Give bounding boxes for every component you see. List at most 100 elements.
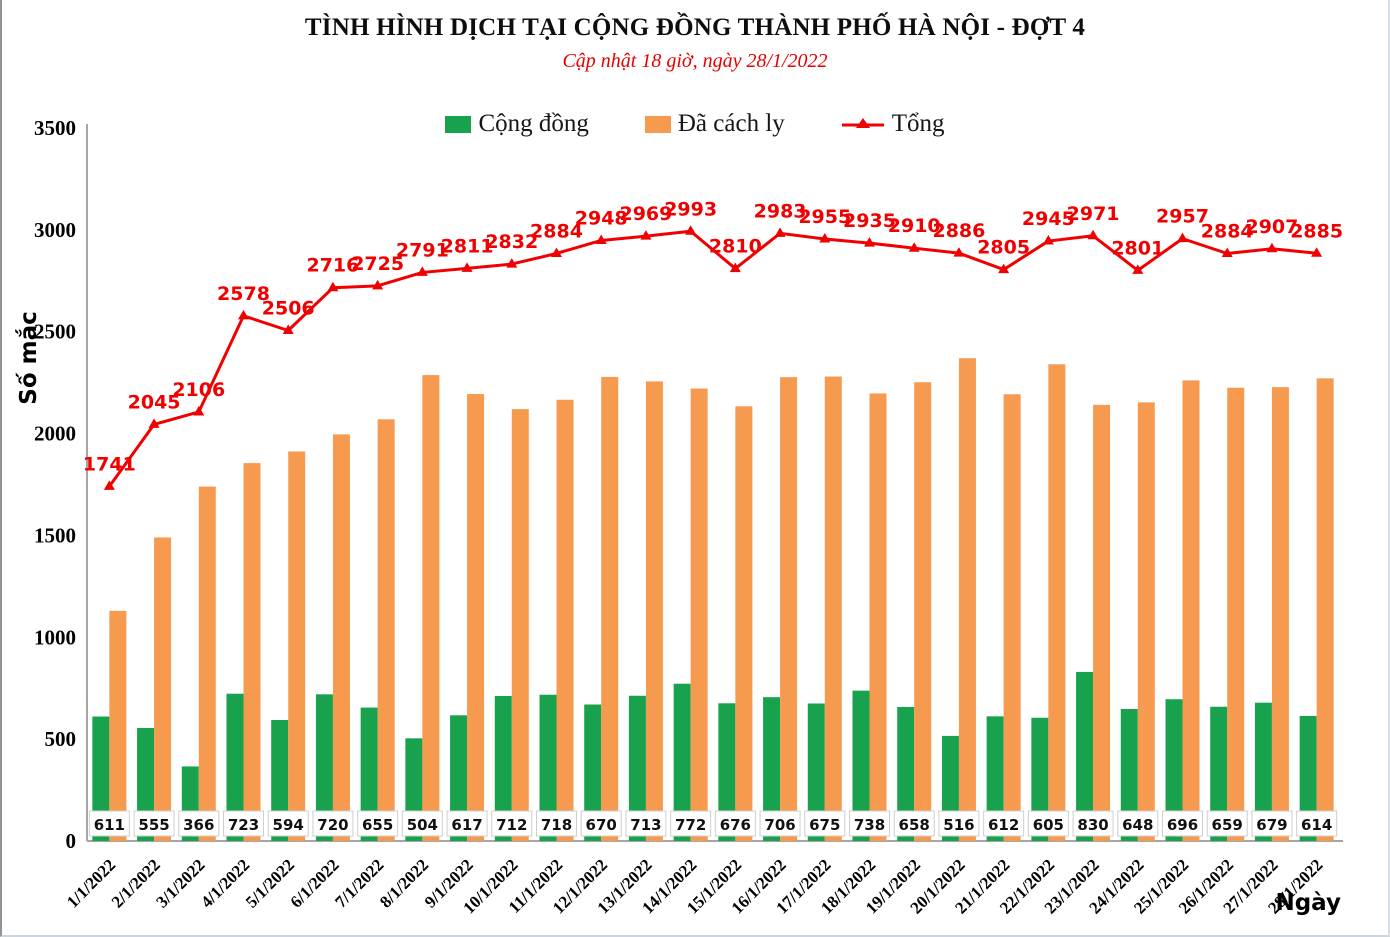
bar-value-box <box>357 810 399 837</box>
legend-item-cong-dong: Cộng đồng <box>445 110 589 138</box>
x-axis-title: Ngày <box>1275 890 1341 916</box>
bar-value-box <box>1027 810 1069 837</box>
orange-bar-8/1/2022 <box>422 375 440 841</box>
bar-value-label: 676 <box>720 816 751 834</box>
green-bar-19/1/2022 <box>897 706 915 841</box>
total-value-label: 2886 <box>932 220 985 242</box>
orange-square-icon <box>644 115 671 133</box>
total-value-label: 2805 <box>977 237 1030 259</box>
total-value-label: 2971 <box>1067 203 1120 225</box>
bar-value-label: 655 <box>362 816 393 834</box>
total-value-label: 2884 <box>1201 220 1254 242</box>
bar-value-label: 830 <box>1077 816 1108 834</box>
total-marker <box>551 247 562 257</box>
total-marker <box>1087 229 1099 240</box>
green-bar-21/1/2022 <box>986 716 1004 841</box>
total-value-label: 2801 <box>1111 237 1164 259</box>
bar-value-box <box>893 810 935 837</box>
bar-value-box <box>401 810 443 837</box>
total-value-label: 2811 <box>441 235 494 257</box>
green-bar-6/1/2022 <box>315 694 333 841</box>
bar-value-box <box>312 810 354 837</box>
total-marker <box>774 227 786 237</box>
bar-value-label: 658 <box>899 816 930 834</box>
red-line-triangle-icon <box>841 118 884 128</box>
orange-bar-7/1/2022 <box>377 419 395 841</box>
bar-value-label: 679 <box>1256 816 1287 834</box>
orange-bar-14/1/2022 <box>690 388 708 841</box>
bar-value-box <box>491 810 533 837</box>
bar-value-label: 611 <box>94 816 125 834</box>
legend-label-tong: Tổng <box>891 110 945 137</box>
total-marker <box>685 225 697 235</box>
total-value-label: 2945 <box>1022 208 1075 230</box>
orange-bar-25/1/2022 <box>1182 380 1200 841</box>
y-tick-label: 3000 <box>34 218 76 242</box>
bar-value-box <box>1117 810 1159 837</box>
bar-value-label: 723 <box>228 816 259 834</box>
chart-subtitle: Cập nhật 18 giờ, ngày 28/1/2022 <box>562 50 828 72</box>
total-value-label: 2810 <box>709 236 762 258</box>
total-value-label: 2969 <box>619 203 672 225</box>
total-marker <box>148 418 160 428</box>
bar-value-box <box>625 810 667 837</box>
bar-value-label: 659 <box>1212 816 1243 834</box>
bar-value-box <box>714 810 756 837</box>
bar-value-box <box>1072 810 1114 837</box>
total-marker <box>1266 242 1278 253</box>
y-axis-title: Số mắc <box>15 311 42 405</box>
total-value-label: 2884 <box>530 220 583 242</box>
orange-bar-20/1/2022 <box>958 358 976 841</box>
green-bar-11/1/2022 <box>539 694 557 841</box>
bar-value-box <box>446 810 488 837</box>
bar-value-box <box>670 810 712 837</box>
bar-value-box <box>178 810 220 837</box>
green-bar-14/1/2022 <box>673 683 691 841</box>
green-bar-7/1/2022 <box>360 707 378 841</box>
total-value-label: 2832 <box>485 231 538 253</box>
bar-value-label: 614 <box>1301 816 1332 834</box>
green-bar-18/1/2022 <box>852 690 870 841</box>
y-tick-label: 1000 <box>34 625 76 649</box>
green-bar-22/1/2022 <box>1031 717 1049 841</box>
orange-bar-1/1/2022 <box>109 610 127 841</box>
total-marker <box>506 258 518 268</box>
bar-value-label: 713 <box>630 816 661 834</box>
green-bar-1/1/2022 <box>92 716 110 841</box>
bar-value-label: 675 <box>809 816 840 834</box>
chart-title: TÌNH HÌNH DỊCH TẠI CỘNG ĐỒNG THÀNH PHỐ H… <box>304 14 1086 41</box>
legend-item-tong: Tổng <box>841 110 945 138</box>
bar-value-label: 738 <box>854 816 885 834</box>
orange-bar-3/1/2022 <box>198 486 216 841</box>
orange-bar-16/1/2022 <box>780 377 798 841</box>
bar-value-box <box>1162 810 1203 837</box>
total-marker <box>461 262 473 272</box>
total-value-label: 2506 <box>262 297 315 319</box>
green-bar-26/1/2022 <box>1210 706 1228 841</box>
total-value-label: 2910 <box>888 215 941 237</box>
total-marker <box>103 480 115 490</box>
total-marker <box>1132 264 1144 274</box>
x-tick-label: 2/1/2022 <box>108 855 164 911</box>
orange-bar-9/1/2022 <box>467 394 485 841</box>
orange-bar-17/1/2022 <box>824 376 842 841</box>
green-bar-12/1/2022 <box>584 704 602 841</box>
orange-bar-5/1/2022 <box>288 451 306 841</box>
y-tick-label: 3500 <box>34 116 76 140</box>
total-value-label: 2791 <box>396 239 449 261</box>
x-tick-label: 4/1/2022 <box>197 855 253 911</box>
total-value-label: 2993 <box>664 198 717 220</box>
total-marker <box>819 233 831 243</box>
x-tick-label: 7/1/2022 <box>331 855 387 911</box>
orange-bar-15/1/2022 <box>735 406 753 841</box>
y-tick-label: 2000 <box>34 422 76 446</box>
chart-legend: Cộng đồng Đã cách ly Tổng <box>2 106 1388 142</box>
bar-value-label: 555 <box>138 816 169 834</box>
orange-bar-18/1/2022 <box>869 393 887 841</box>
orange-bar-4/1/2022 <box>243 463 261 841</box>
bar-value-label: 670 <box>586 816 617 834</box>
total-marker <box>1311 247 1323 257</box>
orange-bar-6/1/2022 <box>332 434 350 841</box>
